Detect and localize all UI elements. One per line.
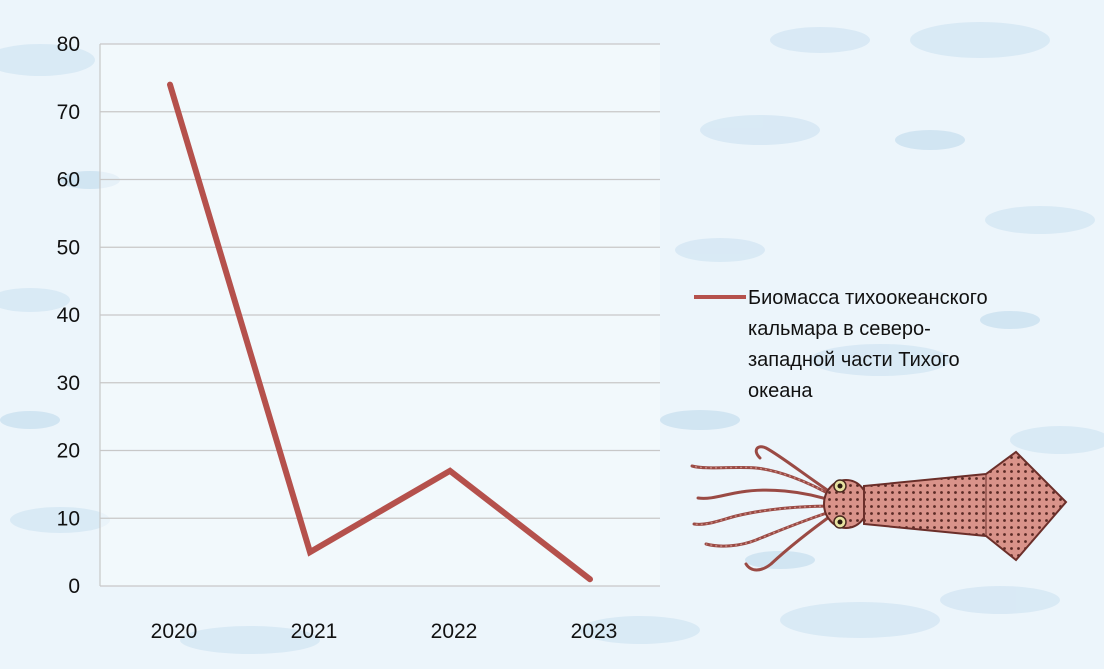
x-tick-label: 2020 — [151, 620, 198, 643]
x-tick-label: 2022 — [431, 620, 478, 643]
y-tick-label: 70 — [57, 101, 80, 124]
legend: Биомасса тихоокеанского кальмара в север… — [694, 283, 1014, 407]
x-tick-label: 2023 — [571, 620, 618, 643]
y-tick-label: 80 — [57, 33, 80, 56]
y-tick-label: 40 — [57, 304, 80, 327]
squid-icon — [690, 445, 1068, 572]
y-tick-label: 0 — [68, 575, 80, 598]
y-tick-label: 10 — [57, 507, 80, 530]
legend-label: Биомасса тихоокеанского кальмара в север… — [748, 287, 988, 402]
y-tick-label: 20 — [57, 440, 80, 463]
legend-swatch — [694, 295, 746, 299]
series-line — [167, 81, 593, 583]
x-tick-label: 2021 — [291, 620, 338, 643]
y-tick-label: 50 — [57, 236, 80, 259]
y-tick-label: 60 — [57, 169, 80, 192]
y-tick-label: 30 — [57, 372, 80, 395]
